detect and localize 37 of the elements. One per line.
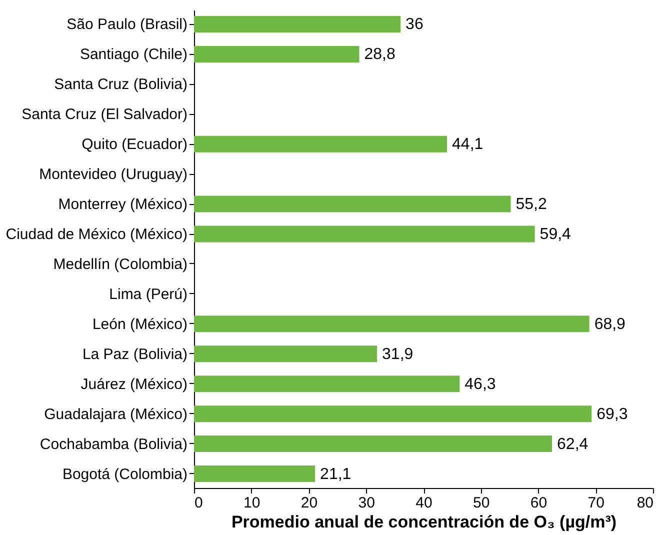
data-label: 55,2 <box>516 196 547 214</box>
y-tick-label: Monterrey (México) <box>58 196 188 214</box>
data-label: 59,4 <box>540 226 572 244</box>
x-tick-label: 30 <box>358 494 375 512</box>
y-tick-label: Cochabamba (Bolivia) <box>40 436 188 453</box>
y-tick-label: Santa Cruz (El Salvador) <box>22 106 188 124</box>
y-tick-label: Ciudad de México (México) <box>6 226 188 244</box>
y-tick-label: Quito (Ecuador) <box>82 136 188 154</box>
data-label: 36 <box>406 16 424 34</box>
y-tick-label: Medellín (Colombia) <box>53 256 188 273</box>
data-label: 68,9 <box>594 316 626 333</box>
y-tick-label: Santiago (Chile) <box>80 46 188 64</box>
y-tick-label: Bogotá (Colombia) <box>62 466 188 483</box>
x-axis-title: Promedio anual de concentración de O₃ (µg/m³) <box>231 512 617 532</box>
x-tick-label: 10 <box>244 494 260 512</box>
data-label: 44,1 <box>452 136 484 154</box>
x-tick-label: 80 <box>636 494 654 512</box>
y-tick-label: Lima (Perú) <box>109 286 188 303</box>
x-tick-label: 60 <box>530 494 548 512</box>
data-label: 62,4 <box>557 436 588 453</box>
data-label: 46,3 <box>464 376 496 393</box>
x-tick-label: 50 <box>473 494 490 512</box>
y-tick-label: Juárez (México) <box>80 376 188 393</box>
y-tick-label: La Paz (Bolivia) <box>82 346 188 363</box>
data-label: 28,8 <box>364 46 396 64</box>
y-tick-label: León (México) <box>92 316 188 333</box>
data-label: 31,9 <box>382 346 414 363</box>
x-tick-label: 40 <box>416 494 432 512</box>
data-label: 69,3 <box>596 406 628 423</box>
x-tick-label: 0 <box>194 494 203 512</box>
y-tick-label: Guadalajara (México) <box>44 406 188 423</box>
x-tick-label: 70 <box>588 494 604 512</box>
y-tick-label: São Paulo (Brasil) <box>66 16 188 34</box>
y-tick-label: Montevideo (Uruguay) <box>39 166 188 184</box>
x-tick-label: 20 <box>300 494 318 512</box>
y-tick-label: Santa Cruz (Bolivia) <box>54 76 188 94</box>
data-label: 21,1 <box>320 466 352 483</box>
